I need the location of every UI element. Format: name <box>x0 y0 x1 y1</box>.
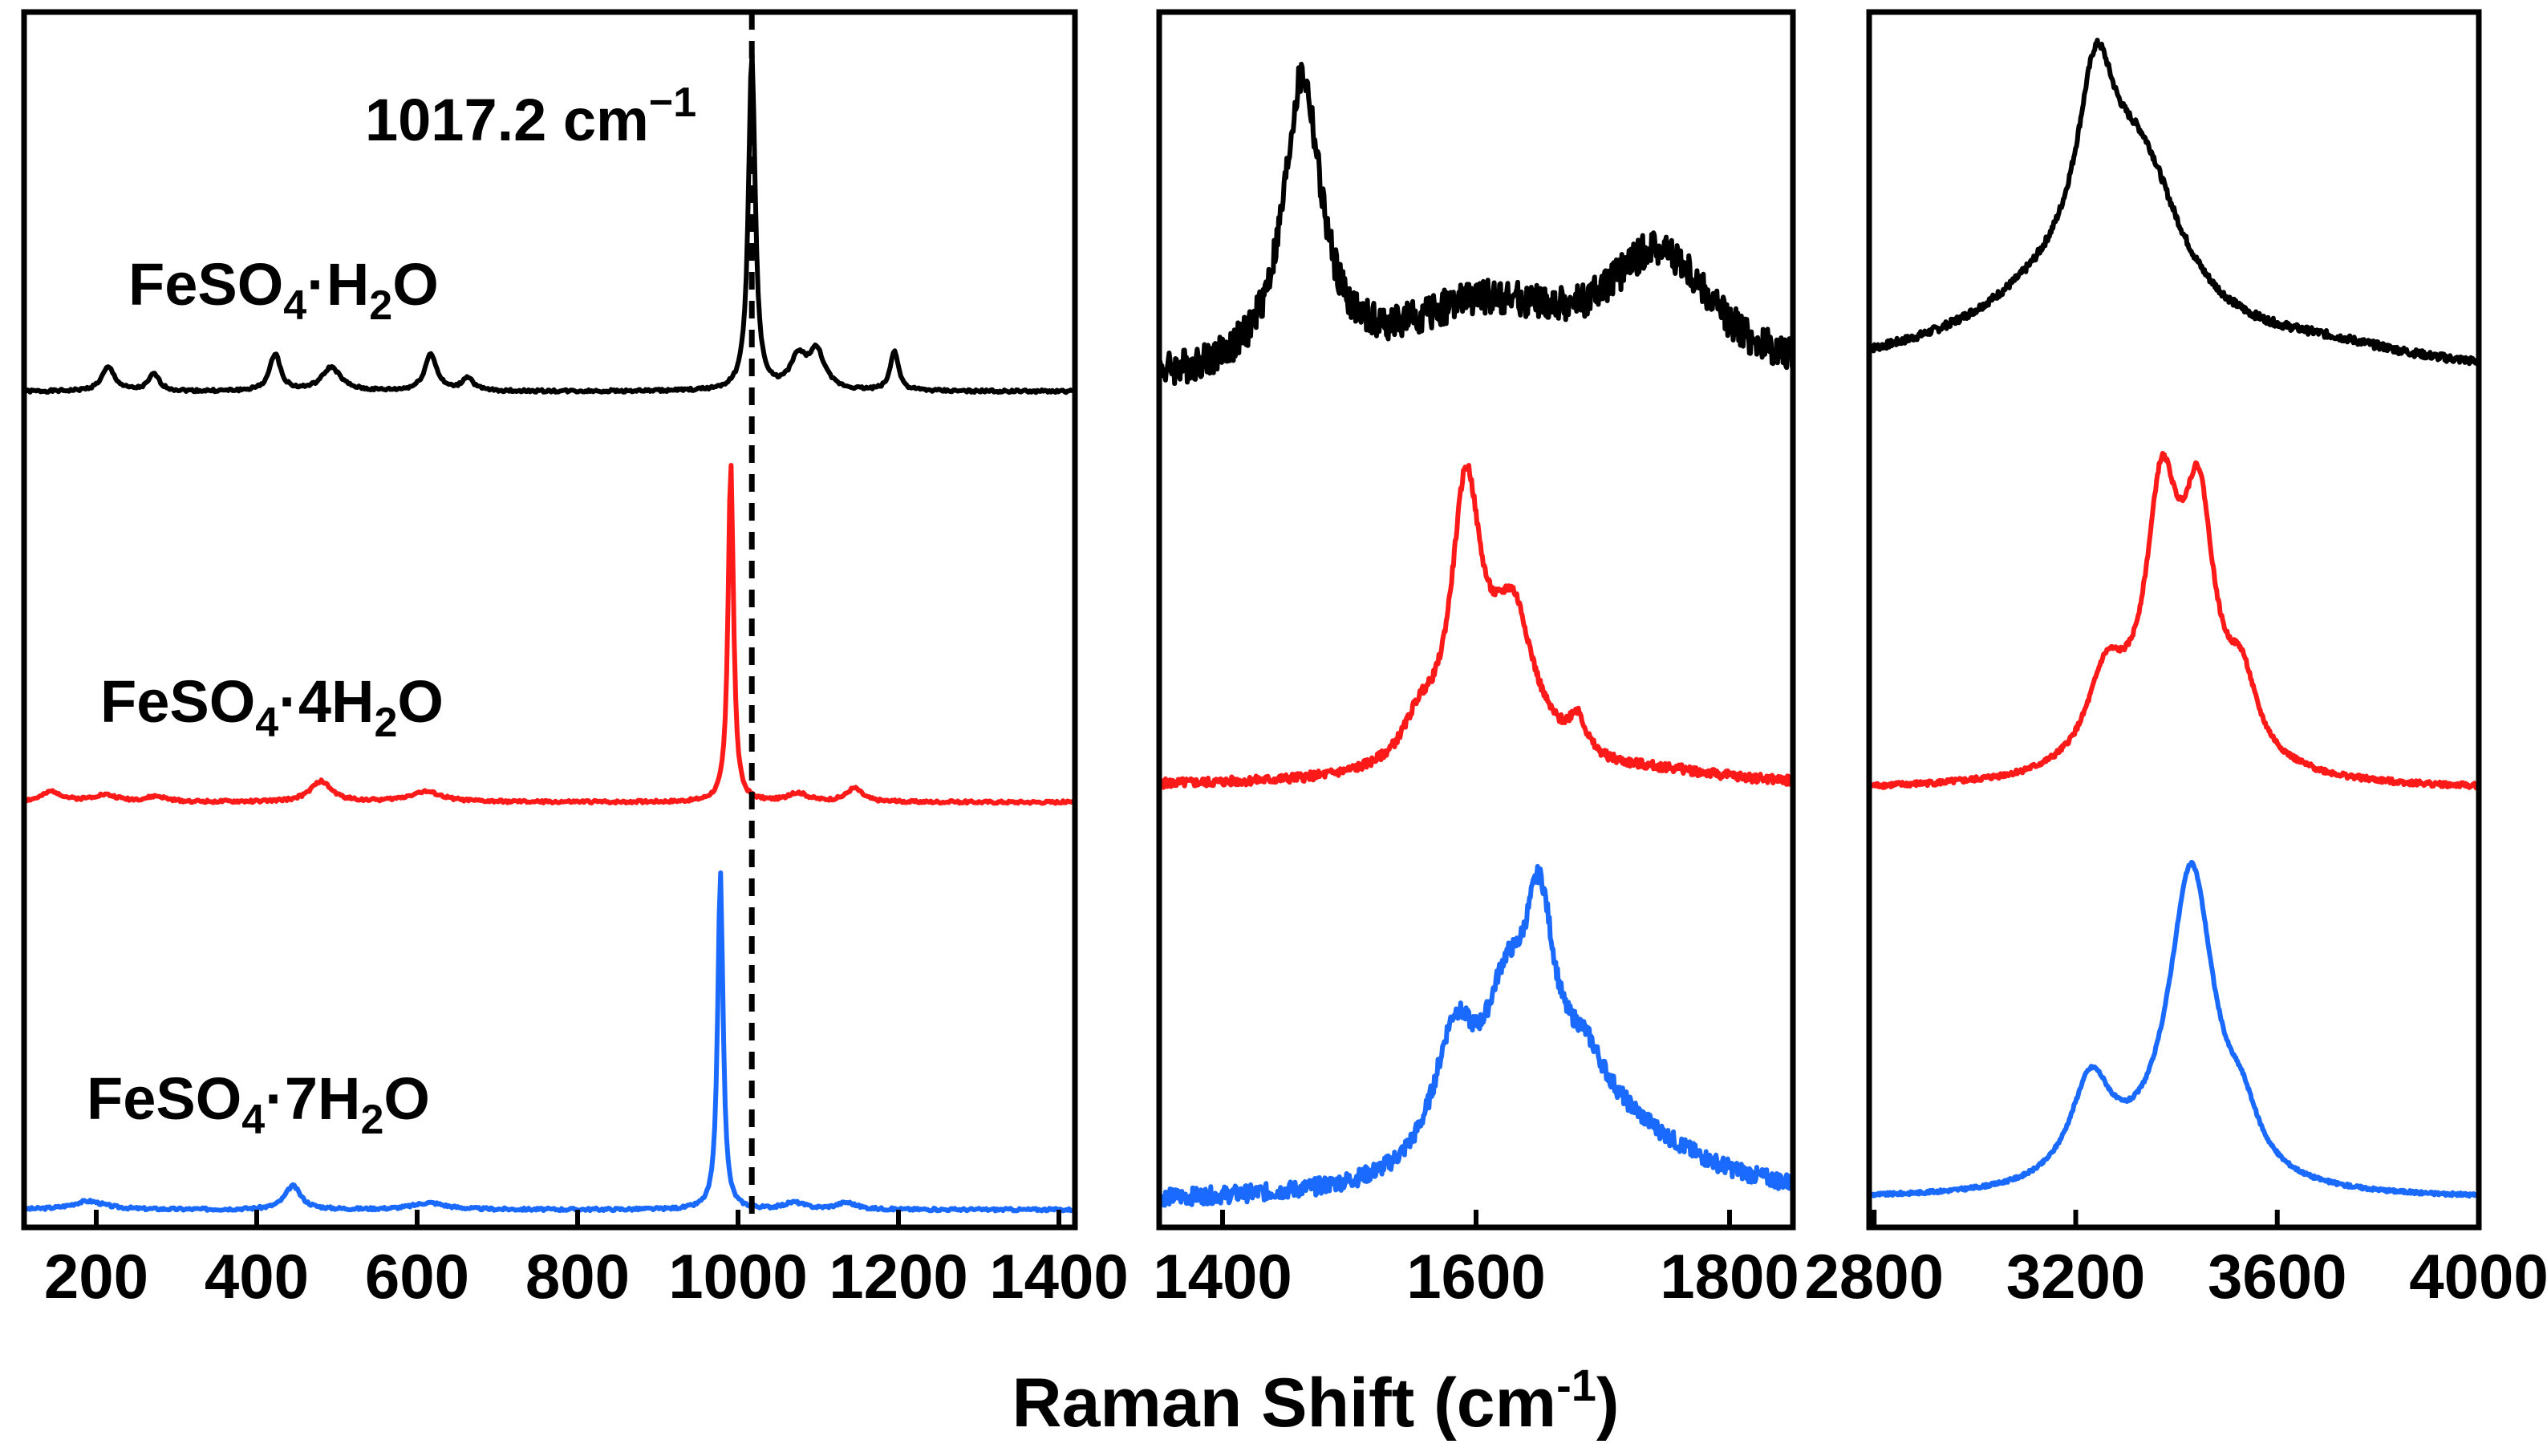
x-tick-label-800: 800 <box>525 1241 630 1312</box>
spectrum-feso4-4h2o-panel-3 <box>1867 451 2481 791</box>
spectrum-feso4-7h2o-panel-3 <box>1867 860 2481 1199</box>
x-axis-label: Raman Shift (cm-1) <box>1012 1360 1620 1442</box>
panel-3: 2800 3200 3600 4000 <box>1805 9 2547 1312</box>
x-tick-label-1000: 1000 <box>668 1241 808 1312</box>
x-tick-label-2800: 2800 <box>1805 1241 1945 1312</box>
panel-frame-3 <box>1866 9 2482 1231</box>
spectrum-feso4-7h2o-panel-1 <box>22 870 1077 1214</box>
x-tick-label-1400: 1400 <box>1153 1241 1292 1312</box>
x-tick-label-3200: 3200 <box>2006 1241 2146 1312</box>
x-tick-label-1400: 1400 <box>989 1241 1129 1312</box>
spectrum-feso4-4h2o-panel-2 <box>1157 463 1795 790</box>
x-tick-label-4000: 4000 <box>2409 1241 2547 1312</box>
x-tick-label-1200: 1200 <box>829 1241 968 1312</box>
spectrum-feso4-h2o-panel-2 <box>1157 62 1795 388</box>
label-feso4-h2o: FeSO4·H2O <box>128 251 439 329</box>
spectrum-feso4-h2o-panel-1 <box>22 52 1077 395</box>
x-tick-label-1600: 1600 <box>1406 1241 1546 1312</box>
spectrum-feso4-7h2o-panel-2 <box>1157 864 1795 1208</box>
panel-frame-2 <box>1156 9 1796 1231</box>
x-tick-label-200: 200 <box>44 1241 148 1312</box>
spectrum-feso4-h2o-panel-3 <box>1867 38 2481 367</box>
spectrum-feso4-4h2o-panel-1 <box>22 463 1077 806</box>
panel-frame-1 <box>21 9 1078 1231</box>
x-tick-label-3600: 3600 <box>2208 1241 2347 1312</box>
panel-2: 1400 1600 1800 <box>1153 9 1799 1312</box>
x-tick-label-1800: 1800 <box>1660 1241 1799 1312</box>
label-feso4-4h2o: FeSO4·4H2O <box>100 668 444 746</box>
x-tick-label-600: 600 <box>365 1241 469 1312</box>
panel-1: 200 400 600 800 1000 1200 1400 <box>21 9 1129 1312</box>
label-feso4-7h2o: FeSO4·7H2O <box>87 1065 430 1143</box>
reference-line-label: 1017.2 cm−1 <box>365 79 696 153</box>
x-tick-label-400: 400 <box>205 1241 309 1312</box>
